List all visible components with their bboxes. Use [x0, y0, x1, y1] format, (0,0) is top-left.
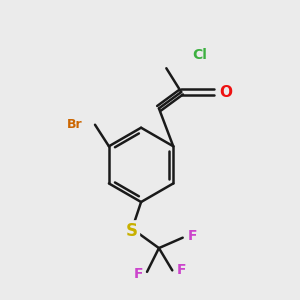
Text: F: F: [176, 263, 186, 278]
Text: S: S: [126, 222, 138, 240]
Text: F: F: [188, 229, 197, 243]
Text: F: F: [134, 267, 143, 281]
Text: O: O: [219, 85, 232, 100]
Text: Br: Br: [66, 118, 82, 131]
Text: Cl: Cl: [193, 48, 207, 62]
